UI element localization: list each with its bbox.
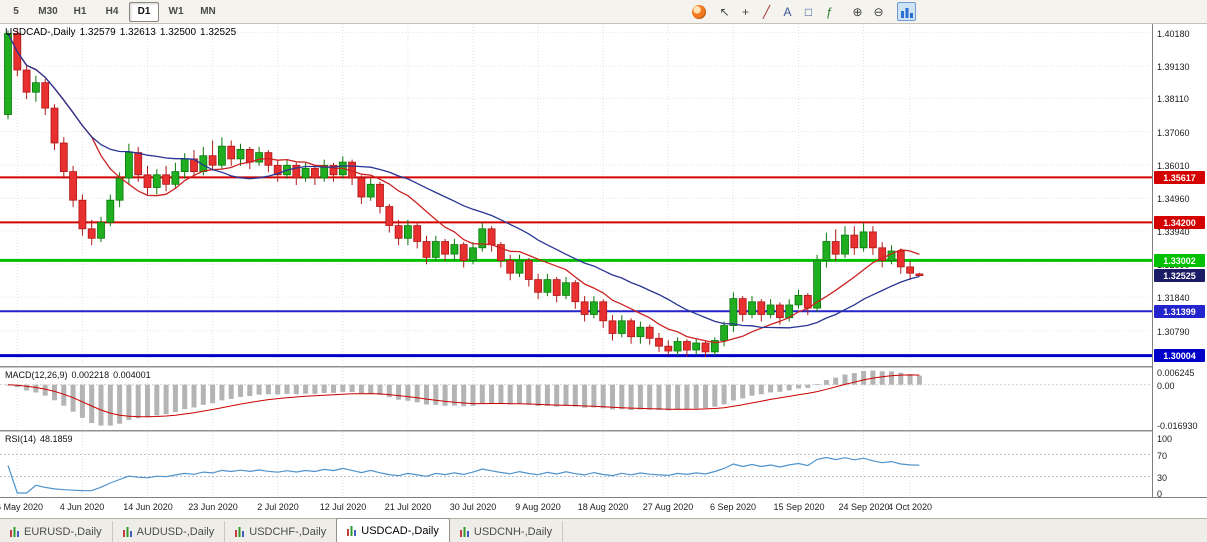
chart-tab-label: USDCNH-,Daily <box>473 525 553 538</box>
rsi-axis-label: 0 <box>1157 489 1163 499</box>
price-axis[interactable]: 1.40180 1.39130 1.38110 1.37060 1.36010 1.349… <box>1152 24 1207 499</box>
date-axis-label: 26 May 2020 <box>0 502 44 512</box>
macd-title: MACD(12,26,9) <box>5 370 68 380</box>
timeframe-button-d1[interactable]: D1 <box>129 1 159 22</box>
rsi-axis-label: 100 <box>1157 434 1173 444</box>
ohlc-close: 1.32525 <box>200 27 237 38</box>
macd-value-main: 0.002218 <box>71 370 110 380</box>
date-axis-label: 23 Jun 2020 <box>188 502 238 512</box>
mini-chart-icon <box>235 526 245 537</box>
chart-tab-label: EURUSD-,Daily <box>24 525 102 538</box>
date-axis-label: 15 Sep 2020 <box>773 502 825 512</box>
candlestick-chart[interactable] <box>0 24 1152 366</box>
chart-tab-bar: EURUSD-,Daily AUDUSD-,Daily USDCHF-,Daily U… <box>0 518 1207 542</box>
indicators-icon[interactable]: ƒ <box>826 4 833 19</box>
chart-title: USDCAD-,Daily 1.32579 1.32613 1.32500 1.3252… <box>5 27 240 38</box>
timeframe-button-mn[interactable]: MN <box>200 6 216 17</box>
macd-pane[interactable]: MACD(12,26,9) 0.002218 0.004001 <box>0 368 1152 430</box>
price-axis-label: 1.37060 <box>1157 128 1190 138</box>
rsi-label: RSI(14) 48.1859 <box>5 434 77 444</box>
rsi-value: 48.1859 <box>40 434 73 444</box>
price-axis-label: 1.40180 <box>1157 29 1190 39</box>
crosshair-icon[interactable]: + <box>741 4 749 19</box>
mini-chart-icon <box>347 525 357 536</box>
macd-axis-label: 0.00 <box>1157 381 1175 391</box>
rsi-pane[interactable]: RSI(14) 48.1859 <box>0 432 1152 497</box>
pane-splitter-rsi[interactable] <box>0 430 1207 432</box>
pane-splitter-macd[interactable] <box>0 366 1207 368</box>
trendline-icon[interactable]: ╱ <box>762 4 771 19</box>
price-axis-label: 1.33940 <box>1157 227 1190 237</box>
zoom-out-icon[interactable]: ⊖ <box>873 4 884 19</box>
timeframe-button-h1[interactable]: H1 <box>73 6 87 17</box>
level-price-badge: 1.33002 <box>1154 254 1205 267</box>
cursor-icon[interactable]: ↖ <box>719 4 730 19</box>
rsi-title: RSI(14) <box>5 434 37 444</box>
date-axis-label: 27 Aug 2020 <box>642 502 694 512</box>
ohlc-open: 1.32579 <box>79 27 116 38</box>
shapes-icon[interactable]: □ <box>804 4 813 19</box>
chart-tab-usdcnh[interactable]: USDCNH-,Daily <box>450 521 564 542</box>
level-price-badge: 1.35617 <box>1154 171 1205 184</box>
price-axis-label: 1.31840 <box>1157 293 1190 303</box>
chart-symbol: USDCAD-,Daily <box>5 27 76 38</box>
rsi-axis-label: 30 <box>1157 473 1168 483</box>
price-axis-label: 1.36010 <box>1157 161 1190 171</box>
chart-tab-usdcad[interactable]: USDCAD-,Daily <box>336 518 450 542</box>
timeframe-button-m30[interactable]: M30 <box>38 6 58 17</box>
macd-value-signal: 0.004001 <box>113 370 151 380</box>
chart-tab-audusd[interactable]: AUDUSD-,Daily <box>113 521 226 542</box>
timeframe-button-5[interactable]: 5 <box>13 6 19 17</box>
chart-tab-eurusd[interactable]: EURUSD-,Daily <box>0 521 113 542</box>
date-axis-label: 6 Sep 2020 <box>709 502 757 512</box>
mini-chart-icon <box>10 526 19 537</box>
price-axis-label: 1.30790 <box>1157 327 1190 337</box>
date-axis-label: 4 Jun 2020 <box>59 502 105 512</box>
timeframe-buttons: 5 M30 H1 H4 D1 W1 MN <box>0 1 224 22</box>
macd-axis-label: -0.016930 <box>1157 421 1198 431</box>
current-price-badge: 1.32525 <box>1154 269 1205 282</box>
price-axis-label: 1.34960 <box>1157 194 1190 204</box>
level-price-badge: 1.31399 <box>1154 305 1205 318</box>
timeframe-button-w1[interactable]: W1 <box>168 6 184 17</box>
toolbar-icons: ↖ + ╱ A □ ƒ ⊕ ⊖ <box>688 2 917 21</box>
top-toolbar: 5 M30 H1 H4 D1 W1 MN ↖ + ╱ A □ ƒ ⊕ ⊖ <box>0 0 1207 24</box>
zoom-in-icon[interactable]: ⊕ <box>852 4 863 19</box>
macd-axis-label: 0.006245 <box>1157 368 1195 378</box>
text-label-icon[interactable]: A <box>783 4 792 19</box>
orange-logo-circle <box>691 4 706 19</box>
date-axis[interactable]: 26 May 2020 4 Jun 2020 14 Jun 2020 23 Jun 2… <box>0 497 1207 518</box>
date-axis-label: 18 Aug 2020 <box>577 502 629 512</box>
mini-chart-icon <box>459 526 469 537</box>
level-price-badge: 1.30004 <box>1154 349 1205 362</box>
date-axis-label: 9 Aug 2020 <box>515 502 561 512</box>
price-axis-label: 1.39130 <box>1157 62 1190 72</box>
date-axis-label: 2 Jul 2020 <box>257 502 299 512</box>
chart-tab-label: AUDUSD-,Daily <box>136 525 215 538</box>
date-axis-label: 4 Oct 2020 <box>887 502 933 512</box>
date-axis-label: 24 Sep 2020 <box>838 502 890 512</box>
main-chart-pane[interactable]: USDCAD-,Daily 1.32579 1.32613 1.32500 1.3252… <box>0 24 1152 366</box>
level-price-badge: 1.34200 <box>1154 216 1205 229</box>
chart-tab-label: USDCAD-,Daily <box>361 524 439 537</box>
date-axis-label: 14 Jun 2020 <box>123 502 173 512</box>
date-axis-label: 21 Jul 2020 <box>384 502 432 512</box>
price-axis-label: 1.38110 <box>1157 94 1189 104</box>
macd-label: MACD(12,26,9) 0.002218 0.004001 <box>5 370 155 380</box>
chart-tab-label: USDCHF-,Daily <box>249 525 327 538</box>
rsi-axis-label: 70 <box>1157 451 1168 461</box>
chart-mode-icon[interactable] <box>897 2 916 21</box>
chart-tab-usdchf[interactable]: USDCHF-,Daily <box>225 521 338 542</box>
rsi-chart[interactable] <box>0 432 1152 497</box>
ohlc-high: 1.32613 <box>119 27 156 38</box>
macd-chart[interactable] <box>0 368 1152 430</box>
mini-chart-icon <box>122 526 132 537</box>
timeframe-button-h4[interactable]: H4 <box>105 6 119 17</box>
orange-logo-icon[interactable] <box>689 2 708 21</box>
date-axis-label: 12 Jul 2020 <box>319 502 367 512</box>
date-axis-label: 30 Jul 2020 <box>449 502 497 512</box>
ohlc-low: 1.32500 <box>159 27 197 38</box>
